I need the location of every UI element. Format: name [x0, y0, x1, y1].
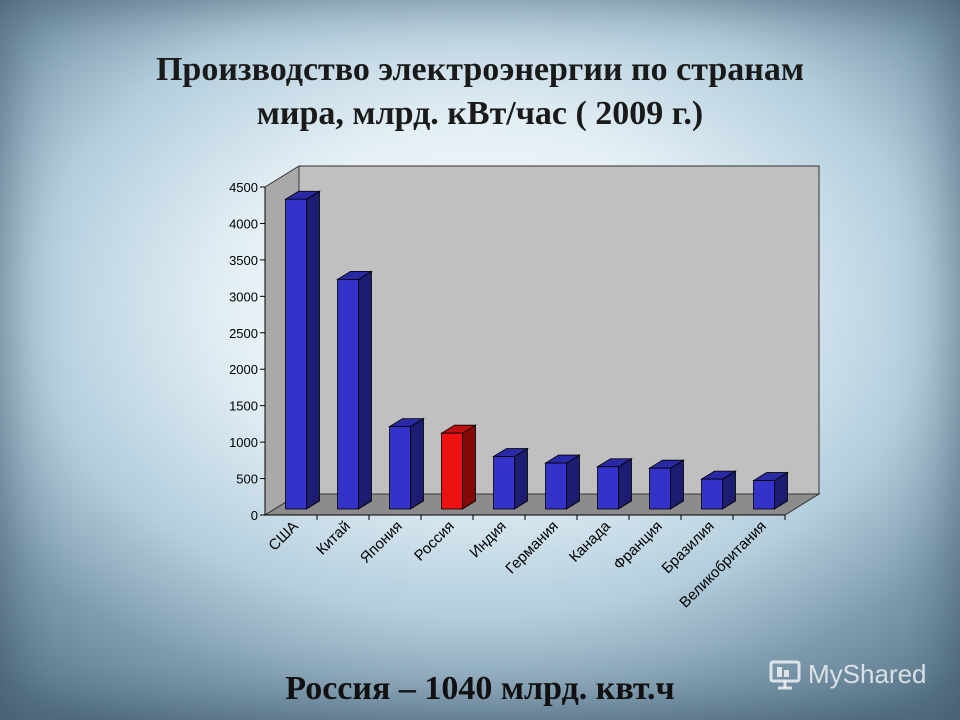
bar-front: [337, 278, 359, 510]
y-tick-label: 1500: [229, 399, 258, 414]
bar-0: [284, 190, 321, 510]
bar-front: [753, 480, 775, 510]
bar-side: [358, 270, 372, 510]
bar-front: [285, 198, 307, 510]
x-tick-label: США: [265, 518, 301, 554]
bar-2: [388, 417, 425, 510]
x-tick-label: Россия: [411, 518, 458, 565]
bar-front: [701, 478, 723, 510]
bar-4: [492, 447, 529, 510]
y-tick-label: 1000: [229, 435, 258, 450]
bar-side: [618, 458, 632, 510]
presentation-icon: [769, 660, 801, 690]
chart-back-wall: [298, 165, 820, 495]
x-tick-label: Канада: [566, 517, 614, 565]
x-tick-label: Китай: [313, 518, 354, 559]
y-tick-label: 2500: [229, 326, 258, 341]
bar-side: [462, 424, 476, 510]
watermark-text: MyShared: [808, 658, 927, 689]
page-title: Производство электроэнергии по странам м…: [80, 48, 880, 136]
bar-3: [440, 424, 477, 510]
caption: Россия – 1040 млрд. квт.ч: [285, 670, 675, 707]
y-tick-label: 0: [251, 508, 258, 523]
bar-front: [545, 462, 567, 510]
bar-side: [514, 447, 528, 510]
bar-front: [493, 456, 515, 510]
y-tick-label: 2000: [229, 362, 258, 377]
bar-front: [389, 426, 411, 510]
x-tick-label: Германия: [502, 518, 562, 578]
x-tick-label: Япония: [357, 518, 406, 567]
bar-9: [752, 471, 789, 510]
bar-7: [648, 459, 685, 510]
bar-1: [336, 270, 373, 510]
bar-side: [670, 459, 684, 510]
bar-side: [566, 454, 580, 510]
y-tick-label: 3000: [229, 289, 258, 304]
y-tick-label: 3500: [229, 253, 258, 268]
y-tick-label: 4000: [229, 216, 258, 231]
title-line-1: Производство электроэнергии по странам: [155, 51, 804, 88]
watermark: MyShared: [768, 656, 927, 692]
bar-side: [306, 190, 320, 510]
bar-6: [596, 458, 633, 510]
bar-front: [649, 467, 671, 510]
y-tick-label: 4500: [229, 180, 258, 195]
bar-front: [597, 466, 619, 510]
bar-5: [544, 454, 581, 510]
x-tick-label: Индия: [466, 518, 509, 561]
title-line-2: мира, млрд. кВт/час ( 2009 г.): [256, 95, 704, 132]
bar-front: [441, 432, 463, 510]
x-tick-label: Великобритания: [676, 518, 769, 611]
bar-side: [410, 417, 424, 510]
bar-8: [700, 470, 737, 510]
y-tick-label: 500: [236, 472, 258, 487]
